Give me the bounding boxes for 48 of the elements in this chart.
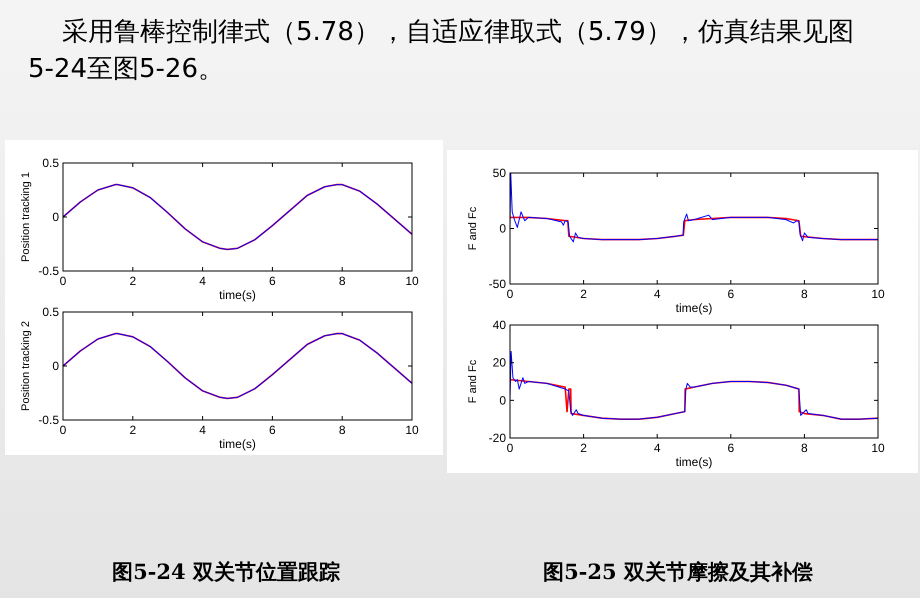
- y-tick-label: -0.5: [38, 264, 60, 278]
- x-tick-label: 6: [727, 287, 734, 301]
- x-tick-label: 4: [654, 287, 661, 301]
- y-axis-title: F and Fc: [467, 206, 479, 250]
- x-tick-label: 2: [580, 441, 588, 455]
- y-tick-label: 0: [52, 359, 60, 373]
- x-tick-label: 8: [801, 441, 808, 455]
- y-axis-title: Position tracking 2: [20, 321, 32, 411]
- x-axis-title: time(s): [219, 288, 256, 302]
- y-tick-label: 20: [492, 356, 506, 370]
- caption: 图5-25 双关节摩擦及其补偿: [543, 559, 813, 584]
- y-axis-title: Position tracking 1: [20, 172, 32, 262]
- x-tick-label: 8: [338, 274, 346, 288]
- x-tick-label: 2: [129, 423, 136, 437]
- x-axis-title: time(s): [219, 437, 256, 451]
- y-tick-label: -50: [488, 277, 506, 291]
- y-axis-title: F and Fc: [467, 359, 479, 404]
- line-series: [509, 216, 879, 240]
- y-tick-label: 0: [499, 393, 506, 408]
- y-tick-label: 0.5: [42, 156, 60, 170]
- x-tick-label: 4: [199, 423, 206, 437]
- x-tick-label: 8: [801, 287, 808, 301]
- x-tick-label: 10: [871, 441, 885, 455]
- x-tick-label: 6: [727, 441, 734, 455]
- line-series: [509, 378, 879, 420]
- x-axis-title: time(s): [676, 455, 712, 469]
- x-tick-label: 6: [269, 274, 276, 288]
- y-tick-label: 0.5: [42, 305, 60, 319]
- caption: 图5-24 双关节位置跟踪: [112, 559, 340, 584]
- x-tick-label: 2: [129, 274, 136, 288]
- x-tick-label: 10: [405, 274, 419, 288]
- x-tick-label: 6: [269, 423, 276, 437]
- y-tick-label: 40: [492, 318, 506, 332]
- text: 采用鲁棒控制律式（5.78），自适应律取式（5.79），仿真结果见图5-24至图5-26。: [28, 16, 855, 86]
- x-tick-label: 4: [654, 441, 661, 455]
- y-tick-label: -0.5: [38, 413, 60, 427]
- x-tick-label: 2: [580, 287, 588, 301]
- line-series: [510, 172, 878, 242]
- x-tick-label: 8: [338, 423, 346, 437]
- line-series: [510, 350, 878, 420]
- y-tick-label: 0: [499, 222, 506, 236]
- x-tick-label: 4: [199, 274, 206, 288]
- y-tick-label: 50: [492, 166, 506, 180]
- x-tick-label: 10: [405, 423, 419, 437]
- y-tick-label: -20: [488, 431, 506, 445]
- x-axis-title: time(s): [676, 301, 712, 315]
- y-tick-label: 0: [52, 210, 60, 224]
- x-tick-label: 10: [871, 287, 885, 301]
